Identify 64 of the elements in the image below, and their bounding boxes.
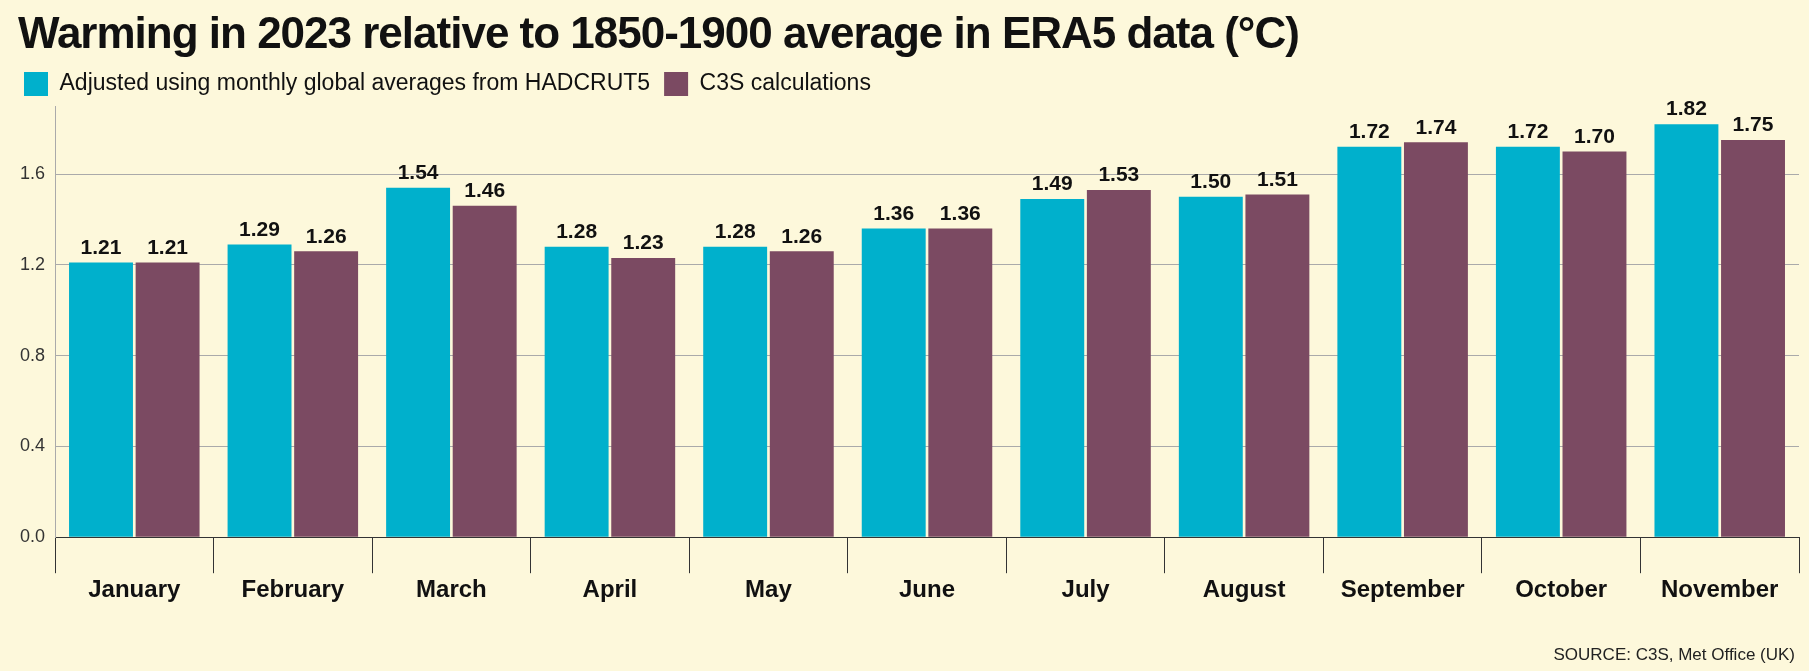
bar — [769, 251, 834, 537]
x-tick-label: October — [1515, 575, 1608, 603]
bar — [544, 246, 609, 537]
x-tick-label: April — [582, 575, 638, 603]
legend-label: C3S calculations — [699, 69, 871, 96]
bar — [703, 246, 768, 537]
bar — [1020, 199, 1085, 537]
data-label: 1.51 — [1256, 166, 1299, 190]
source-note: SOURCE: C3S, Met Office (UK) — [1553, 645, 1795, 665]
bar — [1086, 189, 1151, 537]
bar — [1721, 140, 1785, 537]
data-label: 1.75 — [1732, 112, 1774, 136]
bar — [452, 205, 517, 537]
data-label: 1.50 — [1190, 169, 1232, 193]
x-tick-label: February — [241, 575, 345, 603]
data-label: 1.46 — [464, 178, 506, 202]
bar — [227, 244, 292, 537]
x-tick-label: May — [745, 575, 793, 603]
bar — [1562, 151, 1627, 537]
data-label: 1.23 — [622, 230, 664, 254]
x-tick-label: July — [1061, 575, 1111, 603]
bar — [1495, 146, 1560, 537]
bar — [861, 228, 926, 537]
data-label: 1.29 — [239, 216, 280, 240]
legend-label: Adjusted using monthly global averages from HADCRUT5 — [59, 69, 651, 96]
x-tick-label: March — [416, 575, 487, 603]
y-tick-label: 1.6 — [19, 163, 46, 184]
bar — [294, 251, 359, 537]
bar — [1245, 194, 1310, 537]
data-label: 1.26 — [781, 223, 823, 247]
data-label: 1.21 — [147, 234, 189, 258]
y-tick-label: 0.4 — [19, 435, 46, 456]
data-label: 1.74 — [1415, 114, 1457, 138]
data-label: 1.53 — [1098, 162, 1140, 186]
bar — [69, 262, 133, 537]
bar — [1654, 124, 1719, 537]
bar — [386, 187, 451, 537]
x-tick-label: September — [1340, 575, 1465, 603]
data-label: 1.70 — [1574, 123, 1615, 147]
x-tick-label: January — [88, 575, 181, 603]
x-tick-label: August — [1202, 575, 1286, 603]
y-tick-label: 1.2 — [19, 253, 46, 274]
x-tick-label: November — [1661, 575, 1779, 603]
bar — [1178, 196, 1243, 537]
y-tick-label: 0.8 — [19, 344, 46, 365]
chart-title: Warming in 2023 relative to 1850-1900 average in ERA5 data (°C) — [17, 7, 1300, 58]
bar — [1337, 146, 1402, 537]
data-label: 1.49 — [1031, 171, 1073, 195]
data-label: 1.82 — [1666, 96, 1707, 120]
data-label: 1.36 — [939, 200, 981, 224]
data-label: 1.26 — [305, 223, 347, 247]
data-label: 1.72 — [1507, 119, 1549, 143]
bar — [135, 262, 200, 537]
data-label: 1.54 — [397, 160, 439, 183]
data-label: 1.72 — [1348, 119, 1390, 143]
x-tick-label: June — [899, 575, 956, 603]
data-label: 1.28 — [714, 219, 756, 242]
data-label: 1.36 — [873, 200, 915, 224]
bar — [1403, 142, 1468, 537]
data-label: 1.28 — [556, 219, 598, 242]
y-tick-label: 0.0 — [19, 526, 46, 547]
bar — [611, 258, 676, 537]
data-label: 1.21 — [80, 234, 122, 258]
bar — [928, 228, 993, 537]
